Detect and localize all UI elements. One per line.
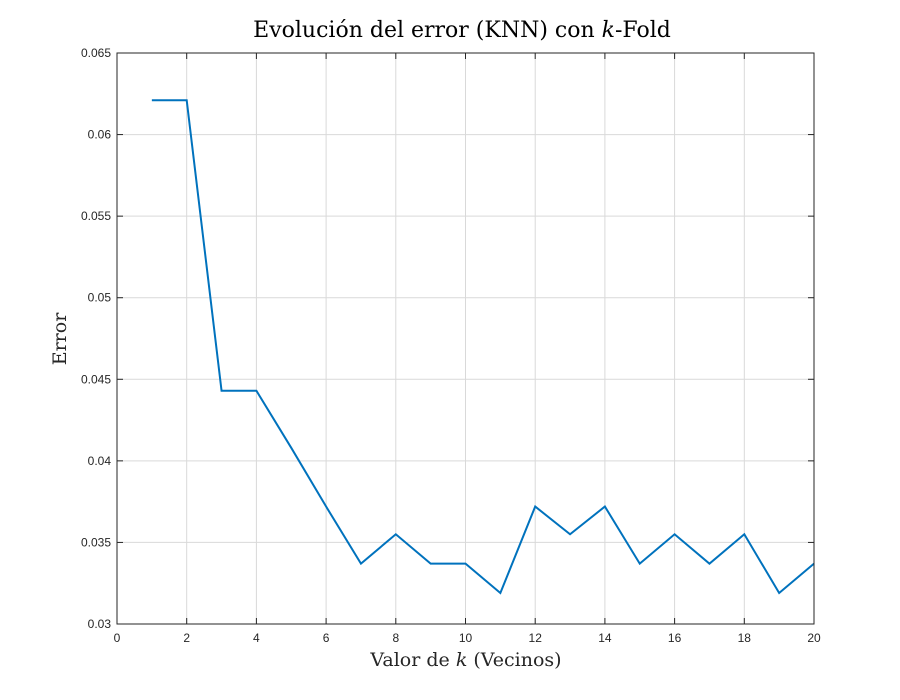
x-tick-label: 0 [114,631,121,645]
x-tick-label: 12 [529,631,543,645]
y-tick-label: 0.03 [88,617,112,631]
x-tick-label: 10 [459,631,473,645]
y-axis-label: Error [49,312,71,365]
x-axis-label-variable: k [456,649,468,671]
x-tick-label: 16 [668,631,682,645]
x-tick-label: 6 [323,631,330,645]
x-tick-label: 2 [183,631,190,645]
x-axis-label-suffix: (Vecinos) [467,649,561,671]
x-tick-label: 18 [738,631,752,645]
chart-title-suffix: -Fold [615,18,671,43]
error-series-line [151,99,815,595]
y-tick-label: 0.05 [88,291,112,305]
series-layer [151,99,815,595]
y-tick-label: 0.065 [81,46,111,60]
chart-title-variable: k [602,18,615,43]
x-tick-label: 14 [598,631,612,645]
x-tick-label: 4 [253,631,260,645]
chart-title: Evolución del error (KNN) con k-Fold [253,18,671,43]
chart-title-text: Evolución del error (KNN) con [253,18,601,43]
x-tick-label: 8 [392,631,399,645]
y-tick-label: 0.035 [81,535,111,549]
y-tick-label: 0.04 [88,454,112,468]
x-axis-label: Valor de k (Vecinos) [369,649,561,671]
tick-layer [116,52,815,625]
tick-label-layer: 0 2 4 6 8 10 12 14 16 18 20 0.03 0.035 0.04 0.045 0.05 0… [81,46,821,645]
plot-area-border [116,52,815,625]
y-tick-label: 0.055 [81,209,111,223]
x-axis-label-text: Valor de [369,649,455,671]
y-tick-label: 0.06 [88,128,112,142]
y-tick-label: 0.045 [81,372,111,386]
x-tick-label: 20 [807,631,821,645]
